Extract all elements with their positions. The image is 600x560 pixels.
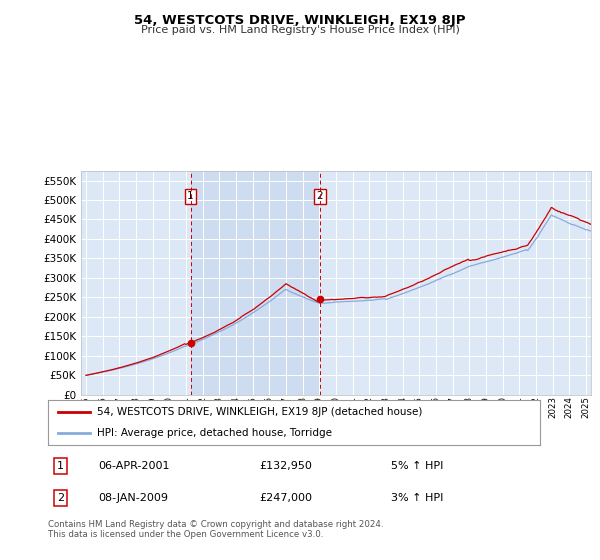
Text: 5% ↑ HPI: 5% ↑ HPI	[391, 461, 443, 471]
Text: £247,000: £247,000	[260, 493, 313, 503]
Text: 08-JAN-2009: 08-JAN-2009	[98, 493, 169, 503]
Text: 2: 2	[317, 191, 323, 201]
Text: 54, WESTCOTS DRIVE, WINKLEIGH, EX19 8JP (detached house): 54, WESTCOTS DRIVE, WINKLEIGH, EX19 8JP …	[97, 408, 422, 418]
Text: 2: 2	[57, 493, 64, 503]
Text: 1: 1	[57, 461, 64, 471]
Text: 54, WESTCOTS DRIVE, WINKLEIGH, EX19 8JP: 54, WESTCOTS DRIVE, WINKLEIGH, EX19 8JP	[134, 14, 466, 27]
Text: 1: 1	[187, 191, 194, 201]
Text: £132,950: £132,950	[260, 461, 313, 471]
Text: 06-APR-2001: 06-APR-2001	[98, 461, 170, 471]
Text: HPI: Average price, detached house, Torridge: HPI: Average price, detached house, Torr…	[97, 428, 332, 438]
Bar	[191, 171, 320, 395]
Text: 3% ↑ HPI: 3% ↑ HPI	[391, 493, 443, 503]
Text: Contains HM Land Registry data © Crown copyright and database right 2024.
This d: Contains HM Land Registry data © Crown c…	[48, 520, 383, 539]
Text: Price paid vs. HM Land Registry's House Price Index (HPI): Price paid vs. HM Land Registry's House …	[140, 25, 460, 35]
